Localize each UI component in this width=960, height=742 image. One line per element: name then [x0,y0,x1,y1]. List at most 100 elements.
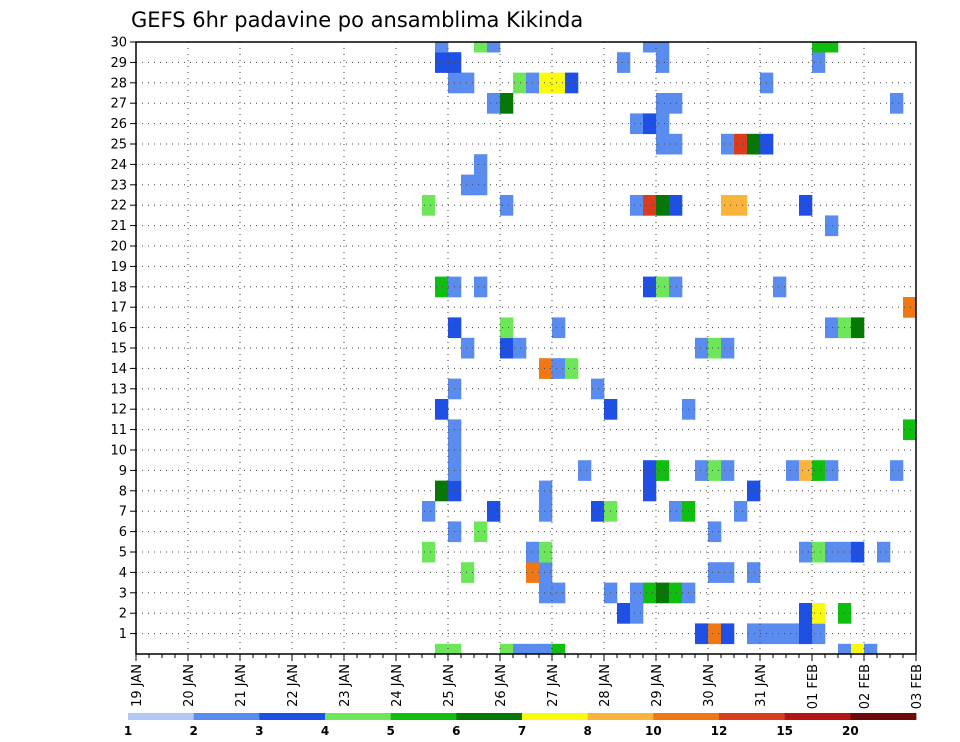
heatmap-cell [812,623,826,645]
colorbar-label: 20 [842,724,859,738]
y-tick-label: 26 [110,117,127,132]
y-tick-label: 24 [110,158,127,173]
y-tick-label: 3 [119,586,127,601]
heatmap-cell [812,460,826,481]
heatmap-cell [474,276,488,298]
heatmap-cell [669,93,683,114]
heatmap-cell [500,317,514,339]
heatmap-cell [669,133,683,155]
colorbar-swatch [784,713,851,720]
colorbar-label: 1 [124,724,132,738]
y-tick-label: 20 [110,240,127,255]
heatmap-cell [721,562,735,583]
y-tick-label: 18 [110,280,127,295]
heatmap-cell [669,195,683,216]
heatmap-cell [721,195,735,216]
x-tick-label: 28 JAN [598,664,613,707]
heatmap-cell [500,337,514,359]
heatmap-cell [747,480,761,502]
y-tick-label: 6 [119,525,127,540]
heatmap-cell [643,195,657,216]
y-tick-label: 8 [119,484,127,499]
heatmap-cell [435,399,449,420]
heatmap-cell [747,562,761,583]
heatmap-cell [474,174,488,196]
colorbar-label: 5 [386,724,394,738]
heatmap-cell [721,337,735,359]
heatmap-cell [435,52,449,73]
heatmap-cell [591,501,605,522]
colorbar-label: 6 [452,724,460,738]
x-tick-label: 27 JAN [546,664,561,707]
colorbar-label: 7 [518,724,526,738]
colorbar-swatch [325,713,392,720]
y-tick-label: 21 [110,219,127,234]
y-tick-label: 5 [119,546,127,561]
colorbar-label: 4 [321,724,329,738]
heatmap-cell [656,195,670,216]
colorbar-label: 3 [255,724,263,738]
heatmap-cell [747,133,761,155]
heatmap-cell [773,623,787,645]
heatmap-cell [552,72,566,94]
heatmap-cell [656,113,670,135]
y-tick-label: 12 [110,403,127,418]
heatmap-cell [565,72,579,94]
heatmap-cell [656,133,670,155]
colorbar-swatch [193,713,260,720]
heatmap-cell [630,195,644,216]
heatmap-cell [513,643,527,655]
heatmap-cell [825,42,839,53]
heatmap-cell [513,72,527,94]
heatmap-cell [812,52,826,73]
heatmap-cell [643,276,657,298]
heatmap-cell [838,643,852,655]
heatmap-cell [799,460,813,481]
heatmap-cell [630,582,644,604]
heatmap-cell [500,195,514,216]
y-tick-label: 23 [110,178,127,193]
colorbar-swatch [456,713,523,720]
x-tick-label: 25 JAN [442,664,457,707]
heatmap-cell [643,42,657,53]
heatmap-cell [461,72,475,94]
heatmap-cell [708,460,722,481]
heatmap-cell [474,154,488,175]
colorbar-label: 15 [776,724,793,738]
y-tick-label: 19 [110,260,127,275]
x-tick-label: 19 JAN [130,664,145,707]
heatmap-cell [799,541,813,563]
y-tick-label: 30 [110,36,127,51]
y-tick-label: 15 [110,342,127,357]
heatmap-cell [500,643,514,655]
heatmap-cell [539,72,553,94]
heatmap-cell [552,358,566,379]
y-tick-label: 27 [110,97,127,112]
y-tick-label: 2 [119,607,127,622]
heatmap-cell [890,460,904,481]
heatmap-cell [656,52,670,73]
heatmap-cell [643,460,657,481]
x-tick-label: 01 FEB [806,664,821,709]
heatmap-cell [552,643,566,655]
colorbar-swatch [128,713,195,720]
x-tick-label: 23 JAN [338,664,353,707]
heatmap-cell [903,297,917,318]
y-tick-label: 7 [119,505,127,520]
chart-title: GEFS 6hr padavine po ansamblima Kikinda [131,8,583,32]
heatmap-cell [656,93,670,114]
colorbar-swatch [587,713,654,720]
heatmap-cell [903,419,917,441]
heatmap-cell [708,623,722,645]
heatmap-cell [656,582,670,604]
colorbar-swatch [522,713,589,720]
heatmap-cell [539,501,553,522]
y-tick-label: 16 [110,321,127,336]
heatmap-cell [565,358,579,379]
heatmap-cell [812,541,826,563]
heatmap-cell [747,623,761,645]
heatmap-cell [851,643,865,655]
y-tick-label: 25 [110,138,127,153]
heatmap-cell [539,562,553,583]
